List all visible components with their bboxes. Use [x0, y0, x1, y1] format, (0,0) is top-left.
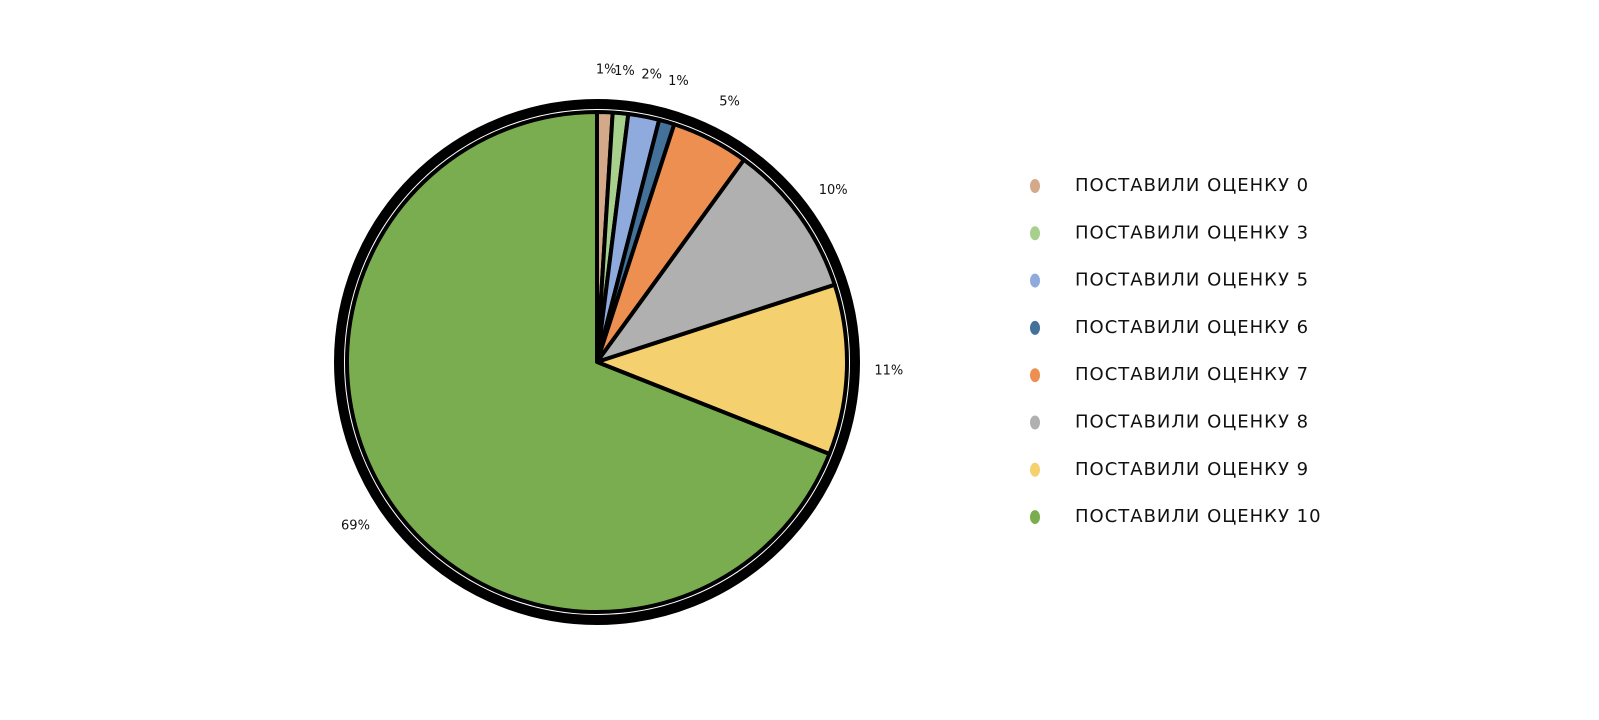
slice-label: 1% [596, 63, 617, 78]
legend-label: ПОСТАВИЛИ ОЦЕНКУ 9 [1075, 459, 1309, 480]
pie: 1%1% 2% 1%5%10%11%69% [341, 63, 903, 614]
legend-marker [1030, 462, 1040, 477]
legend-marker [1030, 320, 1040, 335]
legend-label: ПОСТАВИЛИ ОЦЕНКУ 10 [1075, 506, 1322, 527]
legend-marker [1030, 179, 1040, 193]
slice-label: 2% [641, 68, 662, 83]
legend-marker [1030, 226, 1040, 241]
slice-label: 69% [341, 519, 370, 534]
pie-slice [595, 282, 849, 457]
legend-label: ПОСТАВИЛИ ОЦЕНКУ 7 [1075, 364, 1309, 385]
slice-label: 5% [719, 94, 740, 109]
legend: ПОСТАВИЛИ ОЦЕНКУ 0 ПОСТАВИЛИ ОЦЕНКУ 3 ПОСТ… [1030, 175, 1322, 527]
legend-marker [1030, 368, 1040, 383]
legend-label: ПОСТАВИЛИ ОЦЕНКУ 0 [1075, 175, 1309, 196]
legend-label: ПОСТАВИЛИ ОЦЕНКУ 8 [1075, 412, 1309, 433]
pie-outline [334, 99, 860, 625]
legend-label: ПОСТАВИЛИ ОЦЕНКУ 5 [1075, 270, 1309, 291]
legend-marker [1030, 415, 1040, 430]
slice-label: 1% [614, 64, 635, 79]
slice-label: 11% [874, 364, 903, 379]
pie-slice [345, 110, 832, 614]
slice-label: 10% [819, 183, 848, 198]
legend-label: ПОСТАВИЛИ ОЦЕНКУ 6 [1075, 317, 1309, 338]
legend-label: ПОСТАВИЛИ ОЦЕНКУ 3 [1075, 222, 1309, 243]
pie-slice [595, 157, 837, 364]
legend-marker [1030, 510, 1040, 525]
legend-marker [1030, 273, 1040, 288]
slice-label: 1% [668, 74, 689, 89]
